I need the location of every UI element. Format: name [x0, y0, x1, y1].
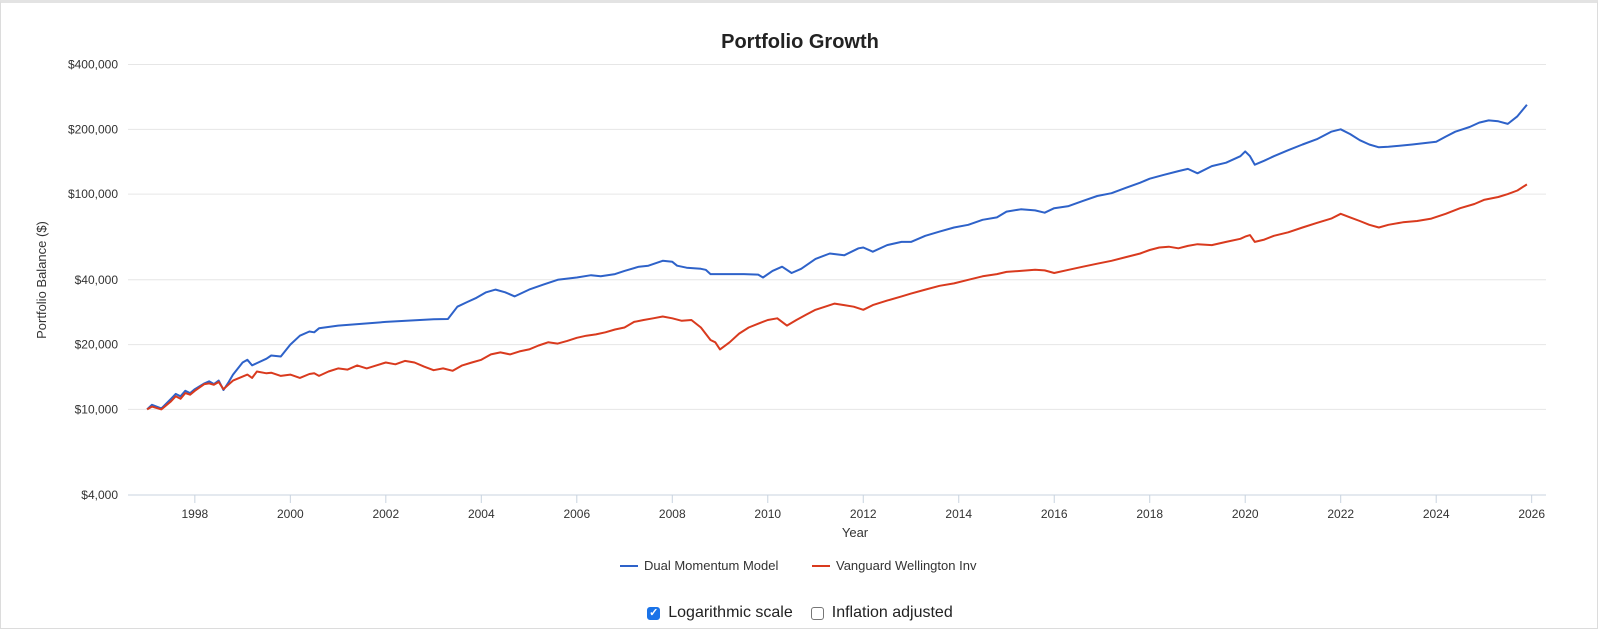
x-tick-label: 2018 [1136, 507, 1163, 521]
inflation-adjusted-toggle[interactable]: Inflation adjusted [810, 604, 953, 622]
y-tick-label: $20,000 [75, 338, 119, 352]
gridlines [128, 64, 1546, 496]
legend-label-1: Vanguard Wellington Inv [836, 558, 977, 573]
x-tick-label: 2014 [945, 507, 972, 521]
x-tick-label: 2008 [659, 507, 686, 521]
log-scale-checkbox[interactable]: ✓ [647, 606, 661, 620]
y-axis-label: Portfolio Balance ($) [34, 221, 49, 339]
legend: Dual Momentum Model Vanguard Wellington I… [620, 558, 977, 573]
x-tick-label: 2020 [1232, 507, 1259, 521]
y-tick-label: $10,000 [75, 402, 119, 416]
x-tick-label: 2016 [1041, 507, 1068, 521]
x-tick-label: 2024 [1423, 507, 1450, 521]
chart-title: Portfolio Growth [721, 31, 879, 53]
legend-label-0: Dual Momentum Model [644, 558, 778, 573]
inflation-adjusted-label: Inflation adjusted [831, 604, 953, 621]
log-scale-toggle[interactable]: ✓ Logarithmic scale [647, 604, 793, 622]
x-axis-label: Year [842, 525, 869, 540]
x-axis: 1998 2000 2002 2004 2006 2008 2010 2012 2014 2016… [181, 495, 1545, 521]
x-tick-label: 1998 [181, 507, 208, 521]
x-tick-label: 2012 [850, 507, 877, 521]
x-tick-label: 2010 [754, 507, 781, 521]
y-tick-label: $200,000 [68, 122, 118, 136]
x-tick-label: 2004 [468, 507, 495, 521]
series-line-0 [146, 104, 1528, 411]
y-axis-ticks: $4,000 $10,000 $20,000 $40,000 $100,000 $200,… [68, 58, 118, 502]
checkmark-icon: ✓ [649, 606, 659, 619]
y-tick-label: $40,000 [75, 273, 119, 287]
x-tick-label: 2002 [372, 507, 399, 521]
x-tick-label: 2022 [1327, 507, 1354, 521]
x-tick-label: 2000 [277, 507, 304, 521]
y-tick-label: $4,000 [81, 488, 118, 502]
y-tick-label: $100,000 [68, 187, 118, 201]
inflation-adjusted-checkbox[interactable] [810, 606, 824, 620]
portfolio-growth-chart: Portfolio Growth $4,000 $10,000 $20,000 $40… [34, 31, 1546, 573]
chart-options: ✓ Logarithmic scale Inflation adjusted [0, 600, 1600, 626]
y-tick-label: $400,000 [68, 58, 118, 72]
series-lines [146, 104, 1528, 411]
log-scale-label: Logarithmic scale [668, 604, 793, 621]
series-line-1 [146, 183, 1528, 411]
x-tick-label: 2006 [563, 507, 590, 521]
x-tick-label: 2026 [1518, 507, 1545, 521]
